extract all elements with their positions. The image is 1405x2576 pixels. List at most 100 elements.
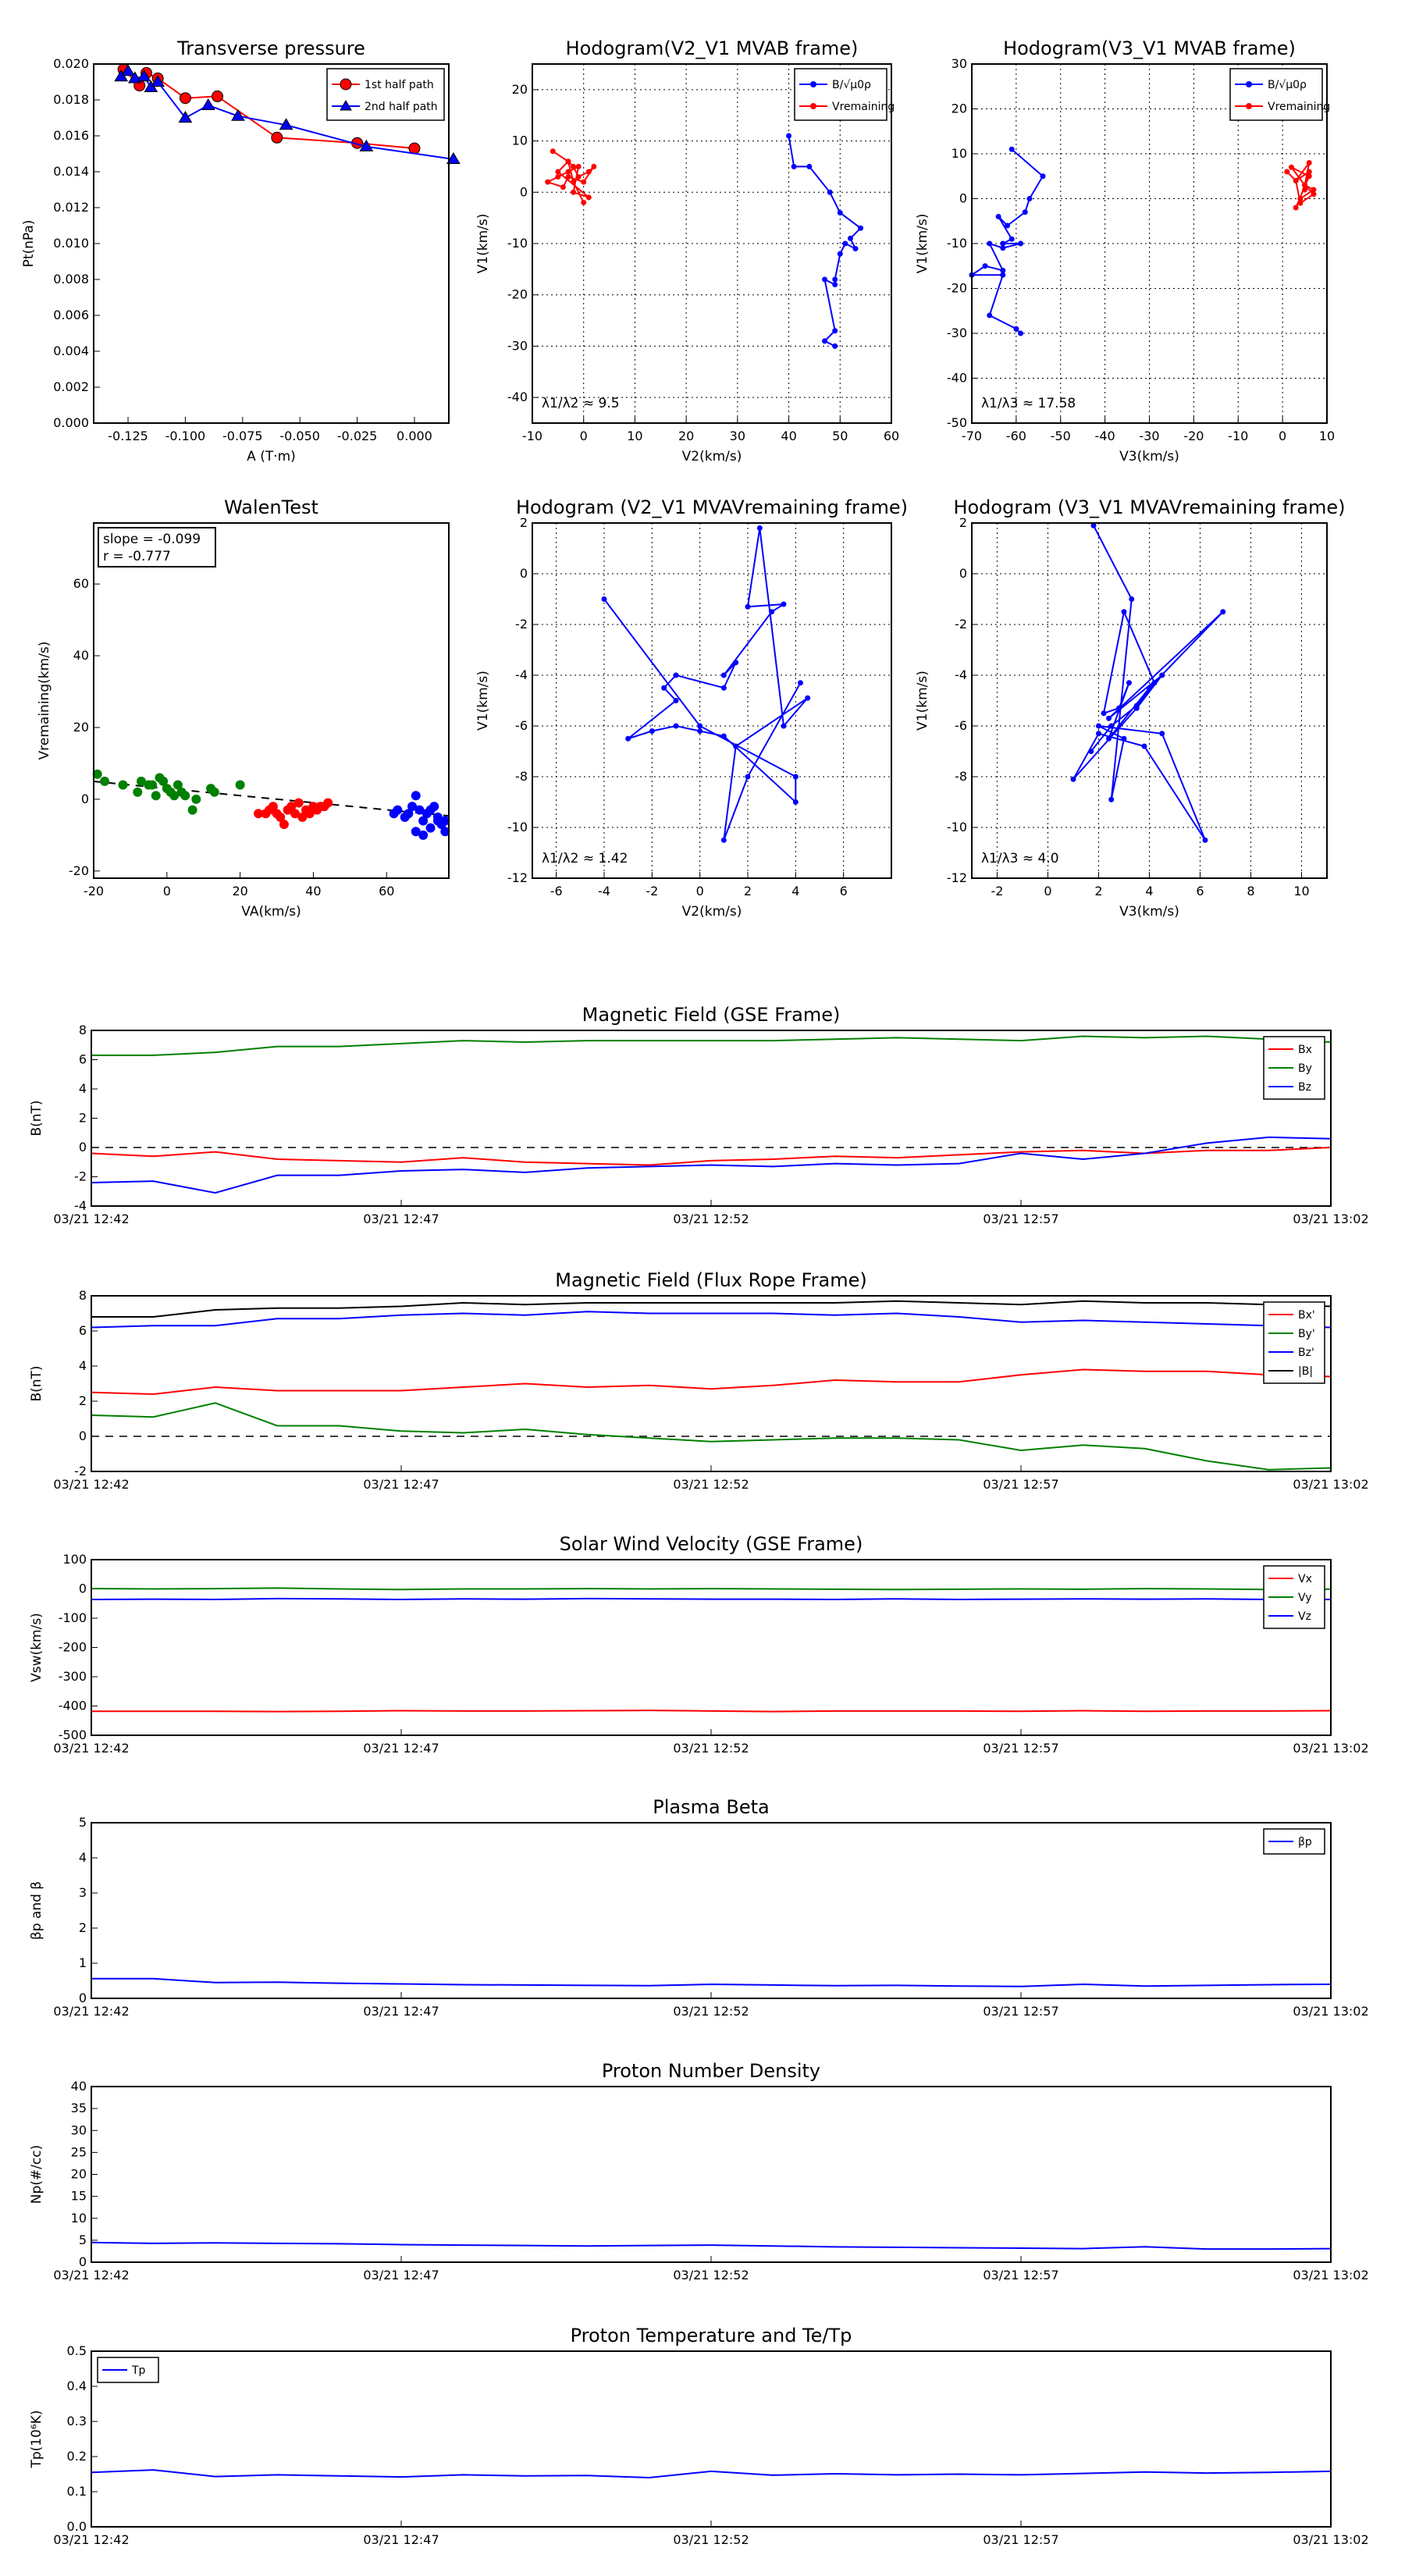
- data-point: [1129, 596, 1135, 602]
- data-point: [697, 728, 703, 734]
- series-line: [91, 1710, 1332, 1713]
- legend-box: [326, 68, 445, 121]
- x-tick-label: 03/21 13:02: [1293, 2532, 1368, 2547]
- data-point: [791, 163, 797, 169]
- data-point: [832, 343, 838, 349]
- y-tick-label: -500: [59, 1727, 87, 1742]
- legend-label: Vremaining: [1268, 101, 1330, 113]
- data-point: [565, 158, 571, 165]
- x-tick-label: -10: [1228, 429, 1248, 443]
- x-tick-label: 03/21 12:42: [53, 1741, 129, 1756]
- legend-label: βp: [1298, 1836, 1312, 1848]
- data-point: [1106, 735, 1112, 742]
- chart-title: Transverse pressure: [176, 37, 365, 59]
- y-tick-label: -6: [955, 718, 967, 733]
- data-point: [786, 133, 792, 139]
- x-axis-label: A (T·m): [247, 449, 296, 464]
- plot-frame: [971, 522, 1328, 879]
- x-tick-label: 03/21 12:57: [983, 1477, 1058, 1492]
- plot-vsw: 03/21 12:42 03/21 12:47 03/21 12:52 03/21 1…: [29, 1533, 1369, 1756]
- y-axis-label: Tp(10⁶K): [29, 2410, 44, 2468]
- data-point: [1116, 705, 1122, 711]
- y-tick-label: 2: [79, 1920, 87, 1935]
- x-tick-label: -2: [646, 884, 658, 898]
- y-tick-label: 0.0: [67, 2519, 87, 2534]
- y-tick-label: -200: [59, 1640, 87, 1655]
- plot-h2: -70 -60 -50 -40 -30 -20 -10 0 10 -50 -40 -30 -20 -10 0…: [915, 37, 1335, 464]
- data-point: [1306, 169, 1312, 175]
- data-point: [585, 194, 592, 201]
- legend-label: 1st half path: [365, 79, 434, 91]
- legend-label: By': [1298, 1328, 1315, 1340]
- data-point: [212, 90, 224, 102]
- data-point: [827, 189, 833, 195]
- y-tick-label: 20: [512, 82, 528, 97]
- x-tick-label: 03/21 12:42: [53, 2532, 129, 2547]
- data-point: [585, 169, 592, 175]
- legend-label: Vx: [1298, 1573, 1312, 1585]
- data-point: [1311, 187, 1317, 193]
- ratio-annotation: λ1/λ2 ≈ 9.5: [542, 396, 620, 411]
- data-point: [1293, 205, 1299, 211]
- data-point: [411, 827, 421, 837]
- data-point: [822, 276, 828, 283]
- data-point: [1284, 169, 1290, 175]
- x-tick-label: 50: [832, 429, 848, 443]
- x-tick-label: 0.000: [397, 429, 432, 443]
- data-point: [697, 723, 703, 729]
- data-point: [293, 798, 304, 808]
- x-tick-label: 20: [232, 884, 247, 898]
- y-tick-label: 100: [62, 1552, 87, 1567]
- x-tick-label: -10: [522, 429, 542, 443]
- y-tick-label: 15: [71, 2189, 87, 2204]
- y-tick-label: 35: [71, 2101, 87, 2115]
- chart-title: Hodogram (V2_V1 MVAVremaining frame): [516, 496, 908, 518]
- y-tick-label: 20: [73, 720, 89, 735]
- legend-label: |B|: [1298, 1365, 1313, 1378]
- data-point: [805, 695, 811, 701]
- legend-box: [1263, 1036, 1325, 1100]
- y-tick-label: 0.2: [67, 2449, 87, 2464]
- y-tick-label: 6: [79, 1323, 87, 1338]
- series-line: [1072, 525, 1224, 841]
- y-tick-label: 2: [79, 1393, 87, 1408]
- y-tick-label: 30: [951, 56, 967, 71]
- x-tick-label: -2: [991, 884, 1004, 898]
- data-point: [1293, 178, 1299, 183]
- y-tick-label: 0: [959, 566, 967, 581]
- plot-frame: [93, 522, 450, 879]
- series-line: [603, 528, 809, 841]
- data-point: [271, 131, 283, 144]
- data-point: [1297, 196, 1304, 201]
- data-point: [1026, 196, 1033, 201]
- y-axis-label: Pt(nPa): [21, 220, 37, 268]
- plot-bgse: 03/21 12:42 03/21 12:47 03/21 12:52 03/21 1…: [29, 1004, 1369, 1226]
- data-point: [1018, 330, 1024, 336]
- data-point: [148, 780, 158, 790]
- y-tick-label: 4: [79, 1358, 87, 1373]
- y-tick-label: 0: [79, 2254, 87, 2269]
- x-tick-label: -0.075: [222, 429, 263, 443]
- y-tick-label: 0.014: [53, 164, 89, 179]
- y-tick-label: 10: [71, 2211, 87, 2226]
- data-point: [571, 179, 577, 185]
- x-tick-label: 0: [1044, 884, 1051, 898]
- legend-marker: [810, 81, 816, 87]
- legend-label: By: [1298, 1062, 1312, 1075]
- y-tick-label: -2: [74, 1169, 87, 1184]
- data-point: [180, 791, 190, 801]
- data-point: [393, 805, 403, 815]
- y-tick-label: -300: [59, 1669, 87, 1684]
- x-tick-label: 4: [1145, 884, 1153, 898]
- y-tick-label: 10: [951, 146, 967, 161]
- y-tick-label: 0: [959, 191, 967, 206]
- y-axis-label: B(nT): [29, 1100, 44, 1136]
- data-point: [118, 780, 128, 790]
- y-tick-label: -12: [947, 870, 967, 885]
- y-tick-label: 0.020: [53, 56, 89, 71]
- x-tick-label: -0.050: [279, 429, 320, 443]
- data-point: [1008, 146, 1015, 152]
- x-tick-label: 40: [305, 884, 321, 898]
- data-point: [1151, 680, 1158, 686]
